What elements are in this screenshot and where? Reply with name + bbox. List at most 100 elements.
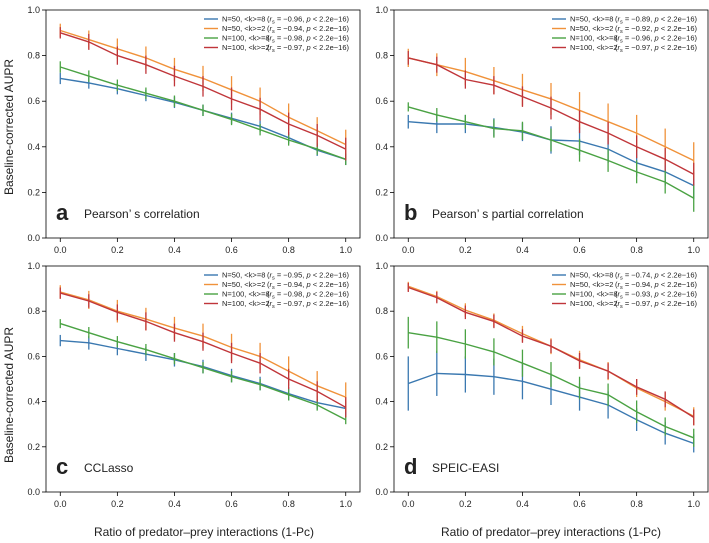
y-axis-label-bottom: Baseline-corrected AUPR — [2, 327, 16, 463]
legend-stat: (rs = −0.92, p < 2.2e−16) — [615, 24, 697, 35]
legend-label: N=100, <k>=2 — [222, 299, 270, 308]
legend-label: N=100, <k>=8 — [222, 290, 270, 299]
legend-stat: (rs = −0.94, p < 2.2e−16) — [615, 280, 697, 291]
y-axis-label-top: Baseline-corrected AUPR — [2, 59, 16, 195]
panel-d: 0.0 0.2 0.4 0.6 0.8 1.0 0.0 0.2 0.4 0.6 0.8 1.0 N=50… — [375, 261, 709, 509]
series-N100_8 — [59, 61, 347, 166]
x-tick-label: 0.0 — [402, 245, 415, 255]
panel-a: 0.0 0.2 0.4 0.6 0.8 1.0 0.0 0.2 0.4 0.6 0.8 1.0 N=50… — [27, 5, 361, 255]
y-tick-label: 0.0 — [375, 487, 388, 497]
x-tick-label: 0.2 — [111, 499, 124, 509]
x-tick-label: 0.6 — [573, 245, 586, 255]
panel-b: 0.0 0.2 0.4 0.6 0.8 1.0 0.0 0.2 0.4 0.6 0.8 1.0 N=50… — [375, 5, 709, 255]
y-tick-label: 0.6 — [375, 351, 388, 361]
legend-label: N=50, <k>=8 — [570, 15, 613, 24]
legend-label: N=100, <k>=8 — [570, 290, 618, 299]
y-tick-label: 0.4 — [375, 142, 388, 152]
series-N100_2 — [59, 287, 347, 418]
legend-label: N=50, <k>=2 — [222, 24, 265, 33]
y-tick-label: 0.0 — [27, 487, 40, 497]
panel-frame — [45, 265, 361, 493]
legend-stat: (rs = −0.97, p < 2.2e−16) — [267, 43, 349, 54]
y-tick-label: 1.0 — [375, 261, 388, 271]
y-tick-label: 0.2 — [375, 187, 388, 197]
panel-c: 0.0 0.2 0.4 0.6 0.8 1.0 0.0 0.2 0.4 0.6 0.8 1.0 N=50… — [27, 261, 361, 509]
series-N100_8 — [407, 316, 695, 447]
y-tick-label: 0.0 — [27, 233, 40, 243]
panel-frame — [45, 9, 361, 239]
x-tick-label: 1.0 — [339, 245, 352, 255]
legend-stat: (rs = −0.94, p < 2.2e−16) — [267, 24, 349, 35]
y-tick-label: 0.8 — [27, 306, 40, 316]
x-tick-label: 0.0 — [54, 499, 67, 509]
panel-frame — [393, 265, 709, 493]
x-tick-label: 0.2 — [459, 499, 472, 509]
panel-frame — [393, 9, 709, 239]
x-axis-label-left: Ratio of predator–prey interactions (1-P… — [94, 525, 314, 539]
y-tick-label: 0.4 — [27, 397, 40, 407]
x-tick-label: 0.6 — [225, 499, 238, 509]
x-tick-label: 0.8 — [630, 245, 643, 255]
x-tick-label: 0.0 — [402, 499, 415, 509]
series-line — [60, 322, 347, 421]
x-axis-label-right: Ratio of predator–prey interactions (1-P… — [441, 525, 661, 539]
legend-label: N=50, <k>=8 — [222, 15, 265, 24]
legend-label: N=50, <k>=8 — [570, 271, 613, 280]
x-tick-label: 1.0 — [687, 245, 700, 255]
legend-label: N=100, <k>=2 — [570, 299, 618, 308]
y-tick-label: 1.0 — [27, 5, 40, 15]
legend-stat: (rs = −0.97, p < 2.2e−16) — [615, 43, 697, 54]
panel-title: Pearson’ s partial correlation — [432, 207, 584, 221]
x-tick-label: 0.4 — [168, 245, 181, 255]
series-line — [408, 106, 695, 199]
x-tick-label: 0.8 — [282, 245, 295, 255]
panel-letter: c — [56, 454, 68, 479]
legend-label: N=100, <k>=2 — [222, 43, 270, 52]
x-tick-label: 0.4 — [516, 245, 529, 255]
x-tick-label: 0.4 — [168, 499, 181, 509]
series-N100_8 — [407, 102, 695, 212]
legend-stat: (rs = −0.74, p < 2.2e−16) — [615, 271, 697, 282]
y-tick-label: 0.0 — [375, 233, 388, 243]
y-tick-label: 0.6 — [27, 96, 40, 106]
series-N100_2 — [59, 27, 347, 161]
y-tick-label: 0.2 — [27, 442, 40, 452]
x-tick-label: 0.2 — [459, 245, 472, 255]
panel-letter: b — [404, 200, 417, 225]
legend-label: N=50, <k>=2 — [222, 280, 265, 289]
y-tick-label: 1.0 — [27, 261, 40, 271]
y-tick-label: 0.2 — [27, 187, 40, 197]
legend-stat: (rs = −0.97, p < 2.2e−16) — [267, 299, 349, 310]
legend-label: N=100, <k>=8 — [570, 34, 618, 43]
y-tick-label: 0.2 — [375, 442, 388, 452]
x-tick-label: 0.0 — [54, 245, 67, 255]
legend-stat: (rs = −0.95, p < 2.2e−16) — [267, 271, 349, 282]
y-tick-label: 0.4 — [27, 142, 40, 152]
y-tick-label: 0.4 — [375, 397, 388, 407]
x-tick-label: 0.4 — [516, 499, 529, 509]
legend-stat: (rs = −0.97, p < 2.2e−16) — [615, 299, 697, 310]
y-tick-label: 0.6 — [27, 351, 40, 361]
legend-stat: (rs = −0.98, p < 2.2e−16) — [267, 34, 349, 45]
series-line — [408, 57, 695, 175]
y-tick-label: 0.8 — [27, 51, 40, 61]
legend-stat: (rs = −0.94, p < 2.2e−16) — [267, 280, 349, 291]
legend-stat: (rs = −0.96, p < 2.2e−16) — [267, 15, 349, 26]
legend-label: N=100, <k>=2 — [570, 43, 618, 52]
x-tick-label: 1.0 — [339, 499, 352, 509]
legend-label: N=100, <k>=8 — [222, 34, 270, 43]
legend-stat: (rs = −0.89, p < 2.2e−16) — [615, 15, 697, 26]
panel-letter: a — [56, 200, 69, 225]
series-line — [60, 292, 347, 408]
series-line — [408, 286, 695, 418]
y-tick-label: 0.8 — [375, 306, 388, 316]
panel-title: SPEIC-EASI — [432, 461, 499, 475]
series-line — [60, 32, 347, 150]
legend-label: N=50, <k>=8 — [222, 271, 265, 280]
legend-stat: (rs = −0.93, p < 2.2e−16) — [615, 290, 697, 301]
x-tick-label: 0.6 — [573, 499, 586, 509]
x-tick-label: 0.6 — [225, 245, 238, 255]
x-tick-label: 1.0 — [687, 499, 700, 509]
legend-label: N=50, <k>=2 — [570, 280, 613, 289]
